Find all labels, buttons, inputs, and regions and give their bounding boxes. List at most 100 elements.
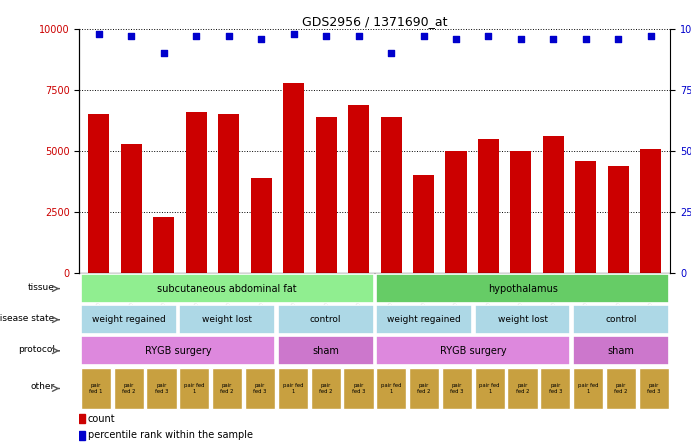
Bar	[186, 112, 207, 273]
Text: RYGB surgery: RYGB surgery	[144, 346, 211, 356]
Text: other: other	[30, 382, 55, 391]
Bar	[376, 274, 669, 303]
Text: pair
fed 2: pair fed 2	[417, 383, 431, 394]
Bar	[245, 368, 275, 409]
Point	[386, 50, 397, 57]
Text: protocol: protocol	[18, 345, 55, 354]
Bar	[278, 368, 308, 409]
Bar	[641, 148, 661, 273]
Text: weight lost: weight lost	[498, 315, 547, 324]
Text: pair fed
1: pair fed 1	[283, 383, 303, 394]
Point	[645, 33, 656, 40]
Point	[580, 35, 591, 42]
Bar	[146, 368, 177, 409]
Bar	[88, 114, 109, 273]
Text: weight regained: weight regained	[387, 315, 461, 324]
Bar	[283, 83, 304, 273]
Point	[288, 30, 299, 37]
Bar	[442, 368, 472, 409]
Point	[256, 35, 267, 42]
Point	[483, 33, 494, 40]
Bar	[478, 139, 499, 273]
Text: weight lost: weight lost	[202, 315, 252, 324]
Bar	[413, 175, 434, 273]
Bar	[573, 305, 669, 334]
Bar	[543, 136, 564, 273]
Text: pair fed
1: pair fed 1	[480, 383, 500, 394]
Bar	[638, 368, 669, 409]
Bar	[278, 337, 374, 365]
Point	[223, 33, 234, 40]
Text: pair
fed 2: pair fed 2	[122, 383, 135, 394]
Point	[418, 33, 429, 40]
Text: pair
fed 3: pair fed 3	[254, 383, 267, 394]
Bar	[81, 274, 374, 303]
Bar	[218, 114, 239, 273]
Text: tissue: tissue	[28, 282, 55, 292]
Point	[451, 35, 462, 42]
Text: sham: sham	[607, 346, 634, 356]
Bar	[606, 368, 636, 409]
Point	[93, 30, 104, 37]
Bar	[376, 337, 571, 365]
Text: pair
fed 1: pair fed 1	[89, 383, 103, 394]
Bar	[113, 368, 144, 409]
Bar	[576, 161, 596, 273]
Text: disease state: disease state	[0, 313, 55, 323]
Bar	[179, 368, 209, 409]
Point	[126, 33, 137, 40]
Bar	[507, 368, 538, 409]
Bar	[608, 166, 629, 273]
Text: control: control	[310, 315, 341, 324]
Text: weight regained: weight regained	[92, 315, 166, 324]
Text: sham: sham	[312, 346, 339, 356]
Text: control: control	[605, 315, 637, 324]
Point	[548, 35, 559, 42]
Text: pair
fed 3: pair fed 3	[451, 383, 464, 394]
Bar	[179, 305, 275, 334]
Text: pair
fed 2: pair fed 2	[220, 383, 234, 394]
Text: pair
fed 3: pair fed 3	[352, 383, 365, 394]
Point	[191, 33, 202, 40]
Text: pair
fed 2: pair fed 2	[515, 383, 529, 394]
Text: pair
fed 3: pair fed 3	[155, 383, 168, 394]
Bar	[540, 368, 571, 409]
Bar	[81, 368, 111, 409]
Bar	[278, 305, 374, 334]
Point	[353, 33, 364, 40]
Bar	[511, 151, 531, 273]
Bar	[573, 368, 603, 409]
Point	[613, 35, 624, 42]
Text: pair
fed 2: pair fed 2	[614, 383, 628, 394]
Text: subcutaneous abdominal fat: subcutaneous abdominal fat	[158, 284, 297, 293]
Bar	[81, 337, 275, 365]
Bar	[409, 368, 439, 409]
Bar	[79, 431, 85, 440]
Point	[321, 33, 332, 40]
Point	[158, 50, 169, 57]
Text: pair fed
1: pair fed 1	[184, 383, 205, 394]
Bar	[310, 368, 341, 409]
Title: GDS2956 / 1371690_at: GDS2956 / 1371690_at	[302, 15, 448, 28]
Bar	[446, 151, 466, 273]
Bar	[348, 104, 369, 273]
Text: percentile rank within the sample: percentile rank within the sample	[88, 430, 253, 440]
Bar	[121, 143, 142, 273]
Bar	[251, 178, 272, 273]
Bar	[343, 368, 374, 409]
Text: pair fed
1: pair fed 1	[578, 383, 598, 394]
Text: pair
fed 2: pair fed 2	[319, 383, 332, 394]
Text: pair
fed 3: pair fed 3	[647, 383, 661, 394]
Text: pair fed
1: pair fed 1	[381, 383, 401, 394]
Bar	[573, 337, 669, 365]
Bar	[376, 368, 406, 409]
Bar	[475, 305, 571, 334]
Text: pair
fed 3: pair fed 3	[549, 383, 562, 394]
Bar	[79, 414, 85, 424]
Bar	[212, 368, 243, 409]
Text: count: count	[88, 414, 115, 424]
Bar	[153, 217, 174, 273]
Bar	[81, 305, 177, 334]
Bar	[316, 117, 337, 273]
Text: hypothalamus: hypothalamus	[488, 284, 558, 293]
